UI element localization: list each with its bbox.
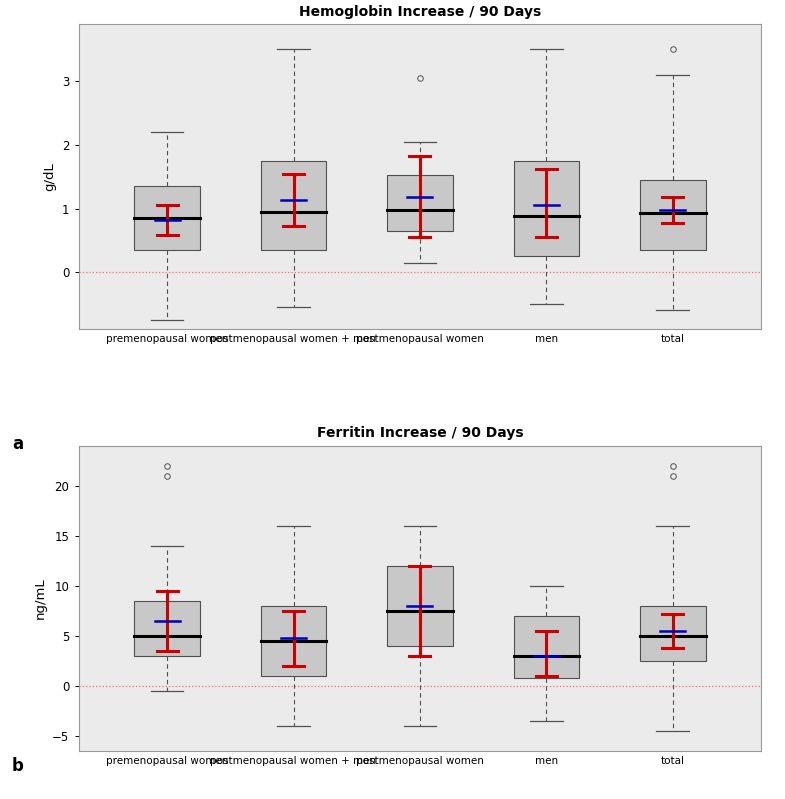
Y-axis label: g/dL: g/dL bbox=[43, 162, 57, 191]
Text: b: b bbox=[12, 757, 24, 775]
FancyBboxPatch shape bbox=[640, 180, 706, 250]
FancyBboxPatch shape bbox=[134, 186, 200, 250]
FancyBboxPatch shape bbox=[387, 566, 453, 646]
Title: Ferritin Increase / 90 Days: Ferritin Increase / 90 Days bbox=[316, 426, 524, 440]
Title: Hemoglobin Increase / 90 Days: Hemoglobin Increase / 90 Days bbox=[299, 5, 541, 18]
FancyBboxPatch shape bbox=[640, 606, 706, 661]
FancyBboxPatch shape bbox=[513, 161, 579, 256]
FancyBboxPatch shape bbox=[513, 616, 579, 678]
FancyBboxPatch shape bbox=[261, 161, 327, 250]
Text: a: a bbox=[12, 435, 23, 454]
FancyBboxPatch shape bbox=[134, 601, 200, 656]
FancyBboxPatch shape bbox=[387, 176, 453, 231]
FancyBboxPatch shape bbox=[261, 606, 327, 676]
Y-axis label: ng/mL: ng/mL bbox=[34, 578, 46, 619]
